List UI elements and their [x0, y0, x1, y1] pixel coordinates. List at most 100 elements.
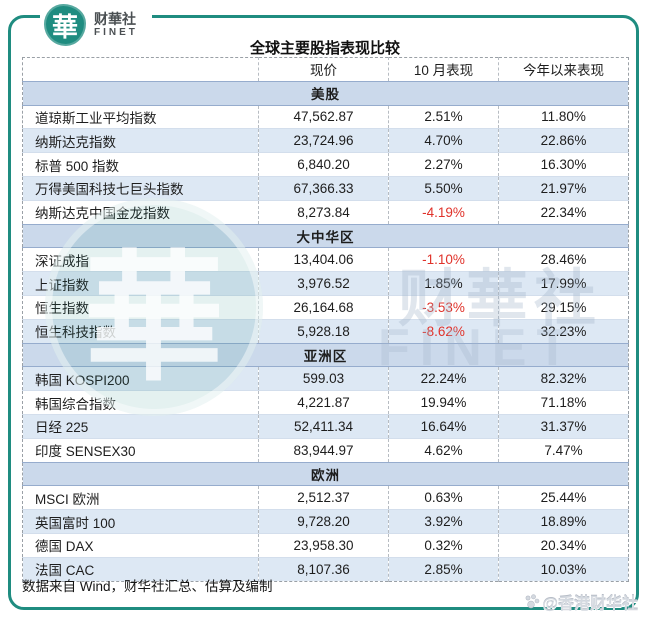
index-name-cell: 万得美国科技七巨头指数 [22, 175, 259, 201]
index-name-cell: 纳斯达克中国金龙指数 [22, 199, 259, 225]
october-change-cell: 4.70% [388, 128, 499, 153]
ytd-change-cell: 18.89% [498, 509, 629, 534]
index-row: 韩国 KOSPI200 599.03 22.24% 82.32% [22, 366, 629, 391]
source-note: 数据来自 Wind，财华社汇总、估算及编制 [22, 579, 273, 594]
october-change-cell: -1.10% [388, 247, 499, 272]
price-cell: 3,976.52 [258, 271, 389, 296]
price-cell: 23,724.96 [258, 128, 389, 153]
section-row: 欧洲 [22, 461, 629, 487]
ytd-change-cell: 22.86% [498, 128, 629, 153]
index-name-cell: 恒生科技指数 [22, 318, 259, 344]
price-cell: 23,958.30 [258, 532, 389, 558]
october-change-cell: 1.85% [388, 271, 499, 296]
october-change-cell: 0.32% [388, 532, 499, 558]
index-row: 纳斯达克指数 23,724.96 4.70% 22.86% [22, 128, 629, 153]
section-label: 美股 [22, 80, 629, 106]
index-row: 德国 DAX 23,958.30 0.32% 20.34% [22, 532, 629, 558]
october-change-cell: 5.50% [388, 175, 499, 201]
credit-text: @香港财华社 [542, 596, 638, 613]
column-header-ytd: 今年以来表现 [498, 57, 629, 82]
price-cell: 67,366.33 [258, 175, 389, 201]
ytd-change-cell: 29.15% [498, 294, 629, 320]
price-cell: 599.03 [258, 366, 389, 391]
index-name-cell: 纳斯达克指数 [22, 128, 259, 153]
price-cell: 4,221.87 [258, 390, 389, 415]
index-row: 英国富时 100 9,728.20 3.92% 18.89% [22, 509, 629, 534]
october-change-cell: -8.62% [388, 318, 499, 344]
index-name-cell: 上证指数 [22, 271, 259, 296]
section-label: 亚洲区 [22, 342, 629, 368]
ytd-change-cell: 31.37% [498, 413, 629, 439]
ytd-change-cell: 10.03% [498, 556, 629, 582]
ytd-change-cell: 17.99% [498, 271, 629, 296]
index-name-cell: 深证成指 [22, 247, 259, 272]
ytd-change-cell: 82.32% [498, 366, 629, 391]
index-row: 恒生科技指数 5,928.18 -8.62% 32.23% [22, 318, 629, 344]
index-name-cell: MSCI 欧洲 [22, 485, 259, 510]
ytd-change-cell: 22.34% [498, 199, 629, 225]
index-name-cell: 恒生指数 [22, 294, 259, 320]
price-cell: 9,728.20 [258, 509, 389, 534]
section-row: 亚洲区 [22, 342, 629, 368]
october-change-cell: -4.19% [388, 199, 499, 225]
price-cell: 5,928.18 [258, 318, 389, 344]
index-row: 恒生指数 26,164.68 -3.53% 29.15% [22, 294, 629, 320]
index-row: 万得美国科技七巨头指数 67,366.33 5.50% 21.97% [22, 175, 629, 201]
finet-seal-icon: 華 [44, 4, 86, 46]
frame-border [8, 15, 639, 610]
section-row: 大中华区 [22, 223, 629, 249]
section-row: 美股 [22, 80, 629, 106]
october-change-cell: -3.53% [388, 294, 499, 320]
ytd-change-cell: 11.80% [498, 104, 629, 129]
index-name-cell: 标普 500 指数 [22, 152, 259, 177]
paw-icon [525, 594, 540, 609]
ytd-change-cell: 32.23% [498, 318, 629, 344]
index-row: 道琼斯工业平均指数 47,562.87 2.51% 11.80% [22, 104, 629, 129]
column-header-price: 现价 [258, 57, 389, 82]
index-row: 深证成指 13,404.06 -1.10% 28.46% [22, 247, 629, 272]
index-row: 日经 225 52,411.34 16.64% 31.37% [22, 413, 629, 439]
october-change-cell: 4.62% [388, 437, 499, 463]
ytd-change-cell: 7.47% [498, 437, 629, 463]
october-change-cell: 16.64% [388, 413, 499, 439]
price-cell: 8,107.36 [258, 556, 389, 582]
index-name-cell: 法国 CAC [22, 556, 259, 582]
index-name-cell: 韩国 KOSPI200 [22, 366, 259, 391]
index-name-cell: 道琼斯工业平均指数 [22, 104, 259, 129]
section-label: 欧洲 [22, 461, 629, 487]
ytd-change-cell: 71.18% [498, 390, 629, 415]
october-change-cell: 19.94% [388, 390, 499, 415]
page-title: 全球主要股指表现比较 [249, 40, 400, 57]
column-header-index [22, 57, 259, 82]
price-cell: 13,404.06 [258, 247, 389, 272]
price-cell: 26,164.68 [258, 294, 389, 320]
price-cell: 8,273.84 [258, 199, 389, 225]
ytd-change-cell: 20.34% [498, 532, 629, 558]
october-change-cell: 3.92% [388, 509, 499, 534]
price-cell: 2,512.37 [258, 485, 389, 510]
october-change-cell: 22.24% [388, 366, 499, 391]
index-name-cell: 英国富时 100 [22, 509, 259, 534]
ytd-change-cell: 25.44% [498, 485, 629, 510]
index-name-cell: 德国 DAX [22, 532, 259, 558]
brand-names: 财華社 FINET [94, 10, 138, 39]
index-row: 标普 500 指数 6,840.20 2.27% 16.30% [22, 152, 629, 177]
index-row: 韩国综合指数 4,221.87 19.94% 71.18% [22, 390, 629, 415]
index-name-cell: 日经 225 [22, 413, 259, 439]
index-name-cell: 印度 SENSEX30 [22, 437, 259, 463]
index-row: 纳斯达克中国金龙指数 8,273.84 -4.19% 22.34% [22, 199, 629, 225]
brand-name-en: FINET [94, 27, 138, 39]
october-change-cell: 2.85% [388, 556, 499, 582]
table-header-row: 现价 10 月表现 今年以来表现 [22, 57, 629, 82]
ytd-change-cell: 21.97% [498, 175, 629, 201]
indices-table-body: 美股 道琼斯工业平均指数 47,562.87 2.51% 11.80% 纳斯达克指数 23,… [22, 80, 629, 582]
credit-watermark: @香港财华社 [523, 590, 638, 614]
index-row: MSCI 欧洲 2,512.37 0.63% 25.44% [22, 485, 629, 510]
section-label: 大中华区 [22, 223, 629, 249]
brand-logo: 華 财華社 FINET [40, 2, 152, 52]
index-row: 上证指数 3,976.52 1.85% 17.99% [22, 271, 629, 296]
price-cell: 83,944.97 [258, 437, 389, 463]
october-change-cell: 2.51% [388, 104, 499, 129]
brand-name-cn: 财華社 [94, 10, 136, 27]
ytd-change-cell: 16.30% [498, 152, 629, 177]
